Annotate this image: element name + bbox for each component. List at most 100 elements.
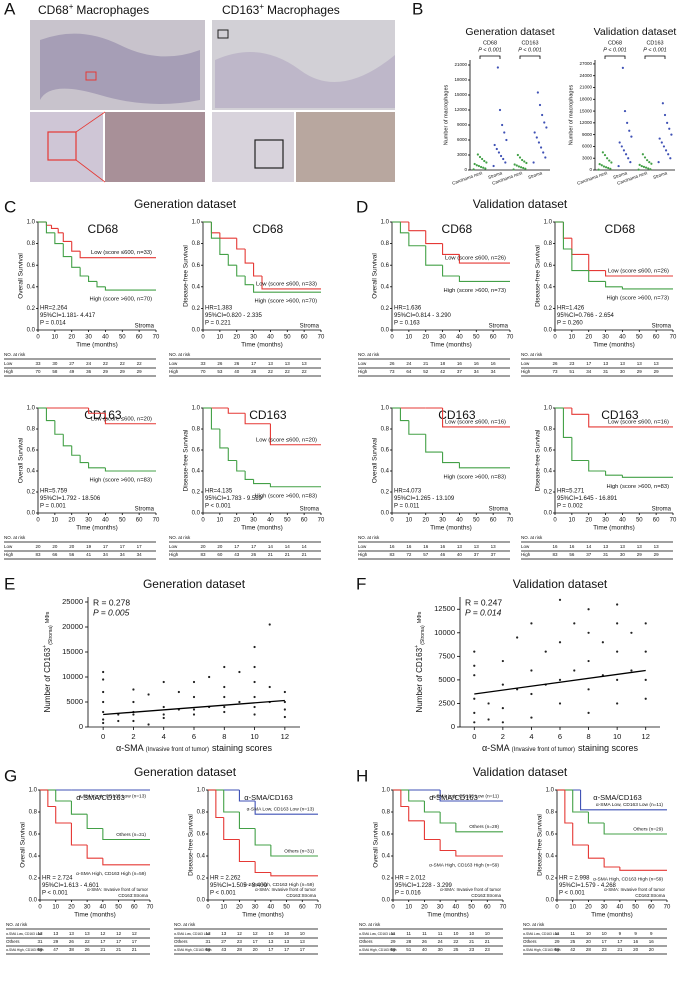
risk-row-label: High xyxy=(521,369,531,374)
risk-value: 9 xyxy=(634,931,637,936)
data-point xyxy=(253,645,256,649)
data-point xyxy=(495,147,498,151)
risk-row-label: High xyxy=(521,552,531,557)
x-tick-label: 10 xyxy=(217,335,224,341)
risk-value: 13 xyxy=(85,931,91,936)
data-point xyxy=(253,695,256,699)
survival-step xyxy=(605,471,623,476)
stat-text: P = 0.016 xyxy=(395,891,421,897)
x-tick-label: 50 xyxy=(283,905,290,911)
risk-value: 17 xyxy=(253,939,259,944)
survival-step xyxy=(605,270,673,277)
data-point xyxy=(607,166,610,170)
series-label: α-SMA High, CD163 High (n=59) xyxy=(429,862,499,868)
risk-value: 20 xyxy=(69,544,75,549)
y-tick-label: 0.0 xyxy=(381,511,390,517)
y-tick-label: 0.4 xyxy=(192,469,201,475)
survival-step xyxy=(587,845,605,859)
survival-step xyxy=(88,408,106,414)
data-point xyxy=(513,163,516,166)
risk-value: 58 xyxy=(52,369,58,374)
y-tick-label: 15000 xyxy=(454,92,467,97)
y-tick-label: 0.8 xyxy=(27,241,36,247)
survival-step xyxy=(605,281,623,288)
risk-row-label: High xyxy=(358,369,368,374)
y-tick-label: 1.0 xyxy=(29,788,38,794)
survival-step xyxy=(423,801,441,813)
risk-value: 42 xyxy=(440,369,446,374)
risk-value: 33 xyxy=(200,361,206,366)
note: Stroma xyxy=(489,507,509,513)
image-label-part: Macrophages xyxy=(76,3,149,17)
risk-value: 28 xyxy=(586,947,592,952)
risk-row-label: α-SMA Low, CD163 Low xyxy=(6,932,42,936)
y-tick-label: 0.2 xyxy=(546,876,555,882)
risk-value: 20 xyxy=(35,544,41,549)
x-tick-label: 2 xyxy=(501,732,505,741)
risk-row-label: Others xyxy=(174,939,188,944)
data-point xyxy=(609,167,612,170)
data-point xyxy=(473,664,476,667)
data-point xyxy=(544,156,547,159)
x-tick-label: 20 xyxy=(421,905,428,911)
y-axis-label-part: (Stroma) xyxy=(420,625,426,645)
risk-value: 34 xyxy=(474,369,480,374)
x-tick-label: 0 xyxy=(101,732,105,741)
data-point xyxy=(223,665,226,669)
data-point xyxy=(660,141,663,144)
y-tick-label: 0.4 xyxy=(381,284,390,290)
risk-value: 56 xyxy=(569,552,575,557)
risk-row-label: High xyxy=(169,369,179,374)
data-point xyxy=(558,641,562,644)
data-point xyxy=(644,166,648,169)
stat-text: P = 0.260 xyxy=(557,321,583,327)
x-tick-label: 0 xyxy=(390,335,394,341)
x-axis-label-part: staining scores xyxy=(578,743,639,753)
y-tick-label: 0.2 xyxy=(197,876,206,882)
x-tick-label: Stroma xyxy=(527,170,543,180)
y-tick-label: 0.4 xyxy=(29,854,38,860)
image-label-part: CD68 xyxy=(38,3,69,17)
risk-value: 17 xyxy=(100,939,106,944)
data-point xyxy=(662,145,666,148)
data-point xyxy=(223,705,226,709)
risk-row-label: α-SMA Low, CD163 Low xyxy=(359,932,395,936)
risk-value: 37 xyxy=(586,552,592,557)
x-axis-label-part: staining scores xyxy=(212,743,273,753)
data-point xyxy=(647,167,650,170)
risk-value: 13 xyxy=(491,544,497,549)
risk-value: 17 xyxy=(116,939,122,944)
data-point xyxy=(516,636,519,639)
x-tick-label: 0 xyxy=(472,732,476,741)
x-tick-label: 50 xyxy=(119,335,126,341)
data-point xyxy=(621,66,624,69)
chart-title: CD163 xyxy=(249,408,287,422)
x-tick-label: 50 xyxy=(468,905,475,911)
series-label: Others (n=29) xyxy=(633,826,663,832)
survival-step xyxy=(455,823,503,833)
survival-step xyxy=(227,447,237,462)
survival-step xyxy=(88,276,97,282)
bracket xyxy=(479,55,501,59)
survival-step xyxy=(223,817,240,841)
risk-value: 21 xyxy=(268,552,274,557)
x-tick-label: 30 xyxy=(439,335,446,341)
survival-step xyxy=(88,462,106,469)
annotation: CD163 xyxy=(521,40,538,46)
survival-step xyxy=(408,232,426,247)
x-tick-label: 40 xyxy=(619,518,626,524)
data-point xyxy=(603,153,607,157)
x-tick-label: 60 xyxy=(653,518,660,524)
data-point xyxy=(543,121,546,124)
risk-row-label: α-SMA High, CD163 High xyxy=(523,948,561,952)
risk-value: 17 xyxy=(586,361,592,366)
risk-value: 70 xyxy=(35,369,41,374)
x-tick-label: 40 xyxy=(453,905,460,911)
x-tick-label: 0 xyxy=(201,335,205,341)
data-point xyxy=(162,713,165,716)
risk-row-label: High xyxy=(169,552,179,557)
risk-value: 20 xyxy=(52,544,58,549)
data-point xyxy=(475,164,478,167)
data-point xyxy=(505,138,508,142)
